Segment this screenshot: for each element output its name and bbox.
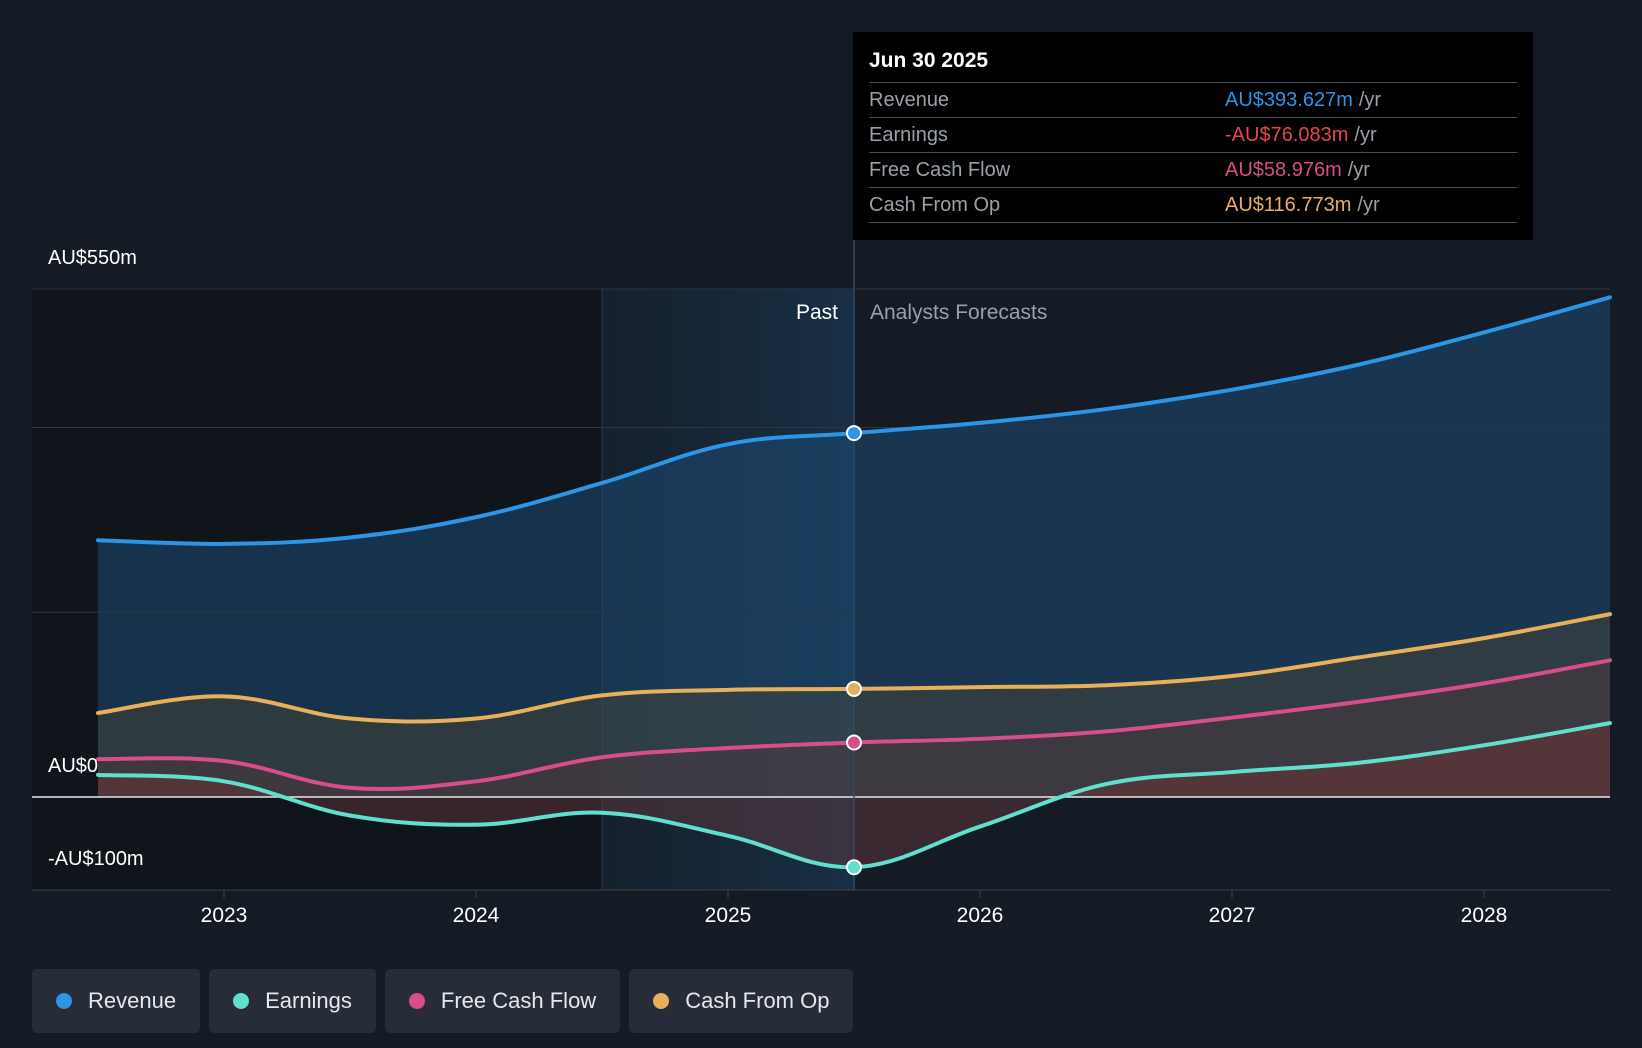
tooltip-label: Revenue (869, 89, 950, 111)
x-tick-label: 2028 (1461, 904, 1508, 927)
tooltip-unit: /yr (1358, 89, 1382, 111)
legend: Revenue Earnings Free Cash Flow Cash Fro… (32, 969, 854, 1033)
legend-dot-icon (408, 993, 425, 1009)
legend-label: Free Cash Flow (440, 988, 597, 1013)
tooltip-value: AU$393.627m (1225, 89, 1353, 111)
legend-item-earnings[interactable]: Earnings (209, 969, 376, 1033)
tooltip-label: Free Cash Flow (869, 159, 1011, 181)
tooltip-value: AU$58.976m (1225, 159, 1342, 181)
legend-dot-icon (233, 993, 250, 1009)
tooltip-label: Cash From Op (869, 194, 1001, 216)
legend-label: Revenue (88, 988, 177, 1013)
tooltip: Jun 30 2025 Revenue AU$393.627m /yr Earn… (853, 32, 1533, 240)
legend-dot-icon (653, 993, 670, 1009)
marker-revenue (846, 425, 862, 442)
x-tick-label: 2027 (1209, 904, 1256, 927)
tooltip-label: Earnings (869, 124, 948, 146)
tooltip-unit: /yr (1357, 194, 1380, 216)
tooltip-value: -AU$76.083m (1225, 124, 1349, 146)
tooltip-row-fcf: Free Cash Flow AU$58.976m /yr (869, 152, 1517, 187)
y-tick-label: AU$550m (48, 247, 137, 269)
marker-cash-from-op (846, 680, 862, 697)
legend-dot-icon (56, 993, 72, 1009)
marker-earnings (846, 859, 862, 876)
legend-item-revenue[interactable]: Revenue (32, 969, 201, 1033)
legend-label: Earnings (265, 988, 352, 1013)
x-tick-label: 2026 (957, 904, 1004, 927)
tooltip-date: Jun 30 2025 (869, 49, 989, 72)
legend-item-cash-from-op[interactable]: Cash From Op (629, 969, 854, 1033)
marker-free-cash-flow (846, 734, 862, 751)
legend-label: Cash From Op (685, 988, 830, 1013)
forecast-label: Analysts Forecasts (870, 301, 1047, 324)
y-tick-label: AU$0 (48, 755, 98, 777)
past-label: Past (796, 301, 838, 324)
tooltip-row-revenue: Revenue AU$393.627m /yr (869, 82, 1517, 117)
chart: AU$550m AU$0 -AU$100m 2023 2024 2025 2026 2027 2… (32, 240, 1612, 927)
x-tick-label: 2024 (453, 904, 500, 927)
x-tick-label: 2025 (705, 904, 752, 927)
tooltip-unit: /yr (1354, 124, 1377, 146)
tooltip-row-earnings: Earnings -AU$76.083m /yr (869, 117, 1517, 152)
tooltip-row-cfo: Cash From Op AU$116.773m /yr (869, 187, 1517, 223)
tooltip-unit: /yr (1347, 159, 1370, 181)
y-tick-label: -AU$100m (48, 848, 144, 870)
tooltip-value: AU$116.773m (1225, 194, 1352, 216)
x-tick-label: 2023 (201, 904, 248, 927)
area-free-cash-flow (98, 660, 1610, 797)
legend-item-free-cash-flow[interactable]: Free Cash Flow (384, 969, 621, 1033)
